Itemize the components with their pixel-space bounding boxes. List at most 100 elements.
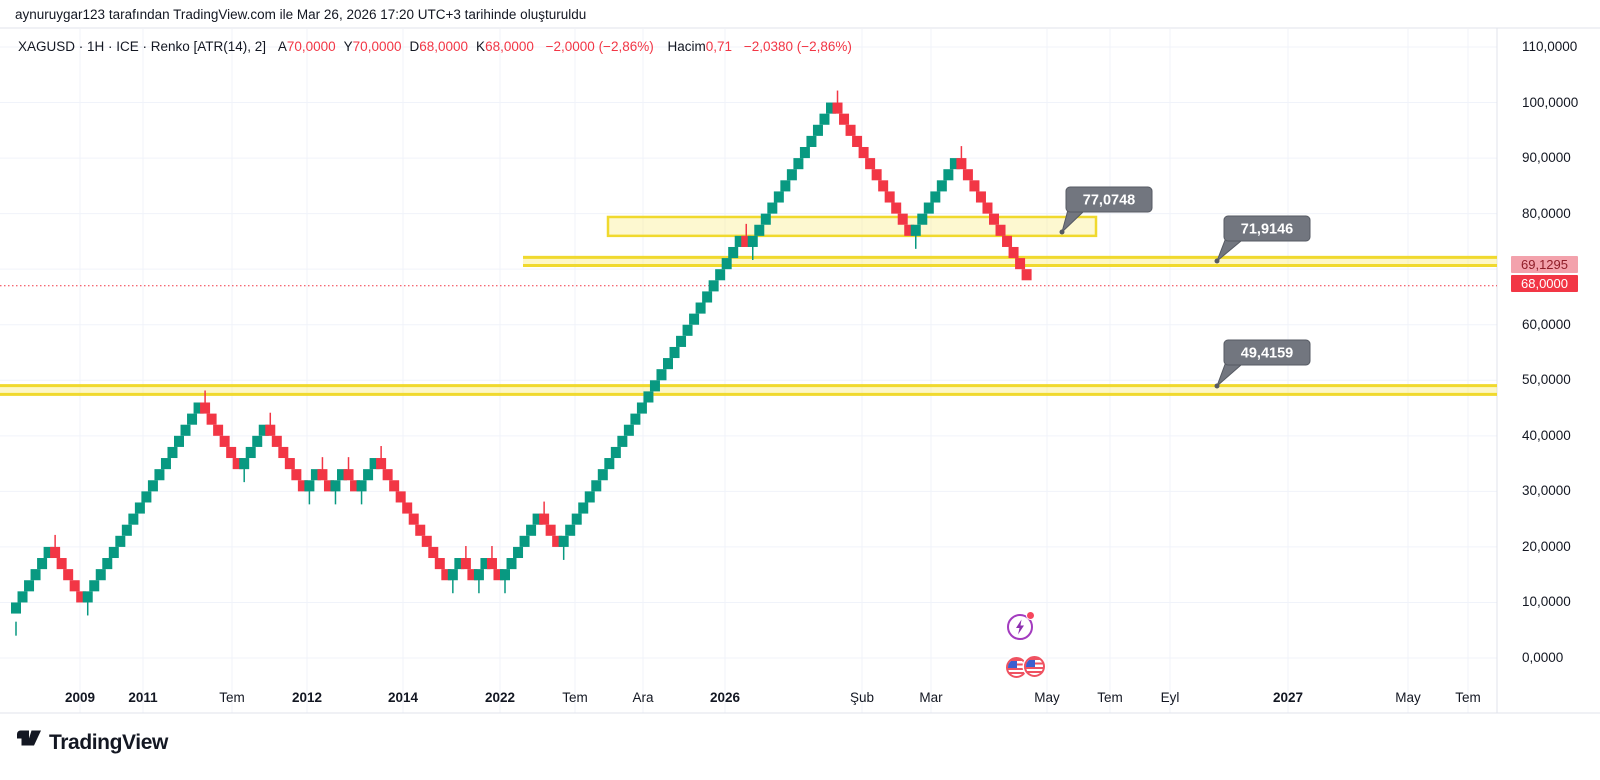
renko-brick <box>917 213 928 225</box>
renko-brick <box>819 113 830 125</box>
renko-brick <box>421 535 432 547</box>
renko-brick <box>728 246 739 259</box>
renko-brick <box>962 169 973 181</box>
renko-brick <box>473 569 484 581</box>
time-tick-label: Şub <box>849 690 875 705</box>
price-tick-label: 0,0000 <box>1522 650 1564 665</box>
lower-support-band[interactable] <box>0 384 1497 396</box>
renko-brick <box>571 513 582 525</box>
price-tick-label: 60,0000 <box>1522 316 1571 332</box>
renko-brick <box>206 413 217 425</box>
renko-wicks <box>15 90 963 636</box>
renko-brick <box>799 146 810 159</box>
ohlc-label: K <box>476 39 486 54</box>
renko-brick <box>330 480 341 492</box>
volume-change-value: −2,0380 (−2,86%) <box>743 39 852 54</box>
ohlc-label: Y <box>343 39 353 54</box>
renko-brick <box>969 180 980 192</box>
renko-brick <box>806 135 817 147</box>
renko-brick <box>232 458 243 470</box>
renko-brick <box>552 535 563 547</box>
ohlc-values: A70,0000 Y70,0000 D68,0000 K68,0000 <box>270 39 534 54</box>
renko-brick <box>447 569 458 581</box>
renko-brick <box>11 602 21 614</box>
mid-support-band[interactable] <box>523 255 1497 267</box>
price-tick-label: 90,0000 <box>1522 150 1571 166</box>
renko-brick <box>754 224 765 236</box>
idea-event-icon[interactable] <box>1007 611 1035 640</box>
renko-brick <box>402 502 413 514</box>
renko-brick <box>695 302 706 314</box>
renko-brick <box>134 502 145 514</box>
renko-brick <box>845 124 856 136</box>
price-callout[interactable]: 49,4159 <box>1214 339 1311 389</box>
renko-brick <box>200 402 211 414</box>
renko-brick <box>513 546 524 559</box>
renko-brick <box>395 491 406 503</box>
tradingview-logo[interactable]: TradingView <box>14 729 168 757</box>
price-callout[interactable]: 77,0748 <box>1059 186 1153 235</box>
renko-brick <box>708 280 719 292</box>
upper-resistance-zone[interactable] <box>606 215 1098 238</box>
ohlc-value: 68,0000 <box>419 39 469 54</box>
price-tick-label: 80,0000 <box>1522 205 1571 221</box>
renko-brick <box>565 524 576 536</box>
renko-brick <box>689 313 700 325</box>
renko-brick <box>891 202 902 214</box>
callout-price-text: 49,4159 <box>1241 346 1293 362</box>
renko-brick <box>76 591 87 603</box>
renko-brick <box>578 502 589 514</box>
renko-brick <box>258 424 269 436</box>
renko-brick <box>337 469 347 481</box>
renko-brick <box>839 113 850 125</box>
renko-brick <box>128 513 139 525</box>
renko-brick <box>506 558 517 570</box>
renko-brick <box>989 213 999 225</box>
symbol-description[interactable]: XAGUSD · 1H · ICE · Renko [ATR(14), 2] <box>18 39 267 54</box>
renko-brick <box>630 413 641 425</box>
ohlc-label: A <box>277 39 287 54</box>
renko-brick <box>63 569 74 581</box>
time-tick-label: Mar <box>919 690 943 705</box>
time-tick-label: Ara <box>632 690 654 705</box>
price-callouts[interactable]: 77,0748 71,9146 49,4159 <box>1059 186 1311 389</box>
renko-brick <box>956 158 967 170</box>
time-tick-label: May <box>1034 690 1060 705</box>
renko-brick <box>539 513 550 525</box>
price-callout[interactable]: 71,9146 <box>1214 215 1311 264</box>
renko-brick <box>415 524 426 536</box>
renko-brick <box>310 469 321 481</box>
renko-brick <box>30 569 41 581</box>
ohlc-value: 70,0000 <box>352 39 402 54</box>
renko-brick <box>591 480 602 492</box>
renko-brick <box>1015 258 1026 270</box>
renko-brick <box>17 591 28 603</box>
chart-legend[interactable]: XAGUSD · 1H · ICE · Renko [ATR(14), 2] A… <box>18 39 852 54</box>
lightning-bolt-icon <box>1016 619 1024 635</box>
renko-brick <box>734 235 745 247</box>
renko-brick <box>193 402 204 414</box>
renko-brick <box>323 480 334 492</box>
highlight-zones[interactable] <box>0 215 1497 396</box>
economic-event-us-flag-icon[interactable] <box>1024 656 1045 677</box>
renko-brick <box>910 224 921 236</box>
renko-brick <box>767 202 778 214</box>
renko-brick <box>376 458 387 470</box>
renko-brick <box>604 458 615 470</box>
time-tick-label: 2027 <box>1272 690 1304 705</box>
renko-brick <box>343 469 354 481</box>
renko-brick <box>245 446 256 459</box>
renko-brick <box>943 169 954 181</box>
renko-brick <box>356 480 367 492</box>
renko-brick <box>975 191 986 203</box>
renko-brick <box>741 235 752 247</box>
renko-brick <box>82 591 93 603</box>
renko-brick <box>69 580 80 592</box>
renko-brick <box>1008 246 1019 259</box>
renko-brick <box>747 235 758 247</box>
renko-brick <box>297 480 308 492</box>
renko-brick <box>904 224 915 236</box>
price-tick-label: 50,0000 <box>1522 372 1571 388</box>
renko-brick <box>317 469 328 481</box>
